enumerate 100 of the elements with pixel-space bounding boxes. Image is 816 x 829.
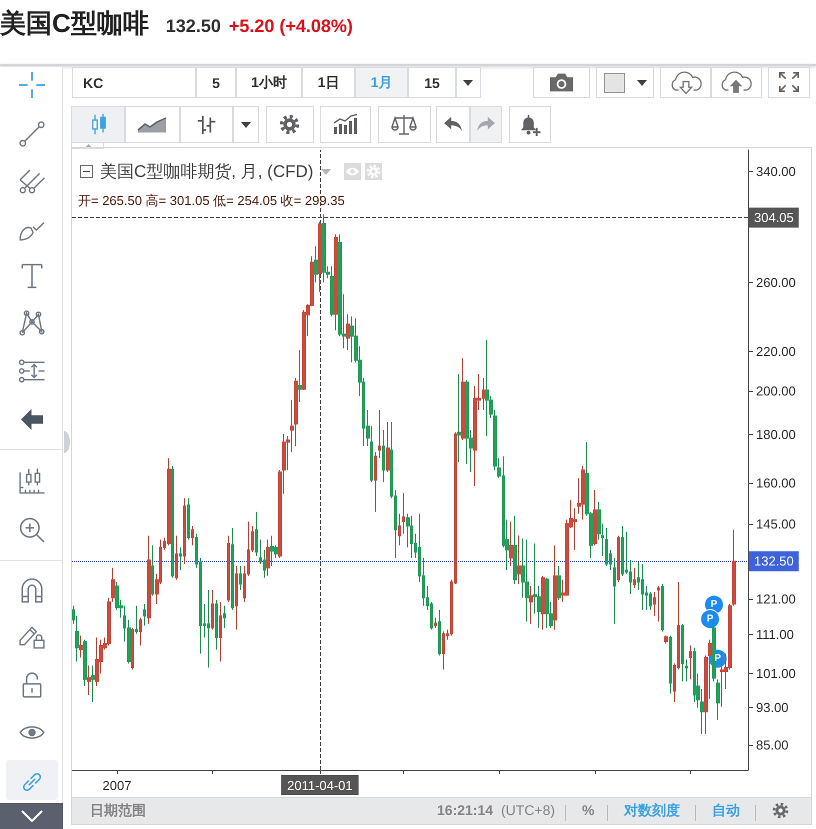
text: +5.20 (+4.08%) [228, 16, 353, 37]
symbol-field: KC [72, 67, 196, 98]
candlestick [557, 565, 561, 600]
candlestick [95, 636, 99, 687]
candlestick [131, 627, 134, 670]
candlestick [382, 430, 385, 483]
candlestick [266, 539, 270, 576]
text: 对数刻度 [624, 802, 680, 820]
candlestick [545, 577, 549, 628]
candlestick [593, 489, 597, 546]
candlestick [386, 422, 390, 472]
candlestick [681, 623, 684, 682]
text: (UTC+8) [501, 802, 556, 818]
candlestick [661, 584, 664, 632]
candlestick [91, 664, 95, 702]
text: 日期范围 [90, 802, 146, 820]
candlestick [653, 592, 656, 616]
candlestick [685, 658, 688, 682]
candlestick [322, 214, 326, 283]
candlestick [151, 544, 154, 596]
candlestick [374, 452, 377, 512]
interval-button: 1日 [302, 67, 355, 98]
candlestick [350, 316, 354, 363]
candlestick [191, 525, 194, 546]
candlestick [334, 234, 338, 331]
candlestick [605, 527, 608, 566]
text: 自动 [712, 802, 740, 820]
candlestick [187, 498, 190, 540]
candlestick [298, 350, 302, 402]
candlestick [541, 575, 545, 630]
candlestick [633, 567, 636, 589]
text: 美国C型咖啡期货, 月, (CFD) [100, 161, 314, 183]
candlestick [617, 535, 620, 583]
candlestick [79, 635, 83, 658]
candlestick [438, 609, 441, 656]
ref-line-label: 132.50 [754, 554, 794, 569]
interval-button: 1月 [355, 67, 408, 98]
y-tick-label: 145.00 [756, 516, 796, 532]
candlestick [179, 546, 182, 571]
candlestick [513, 515, 517, 585]
candlestick [143, 603, 146, 626]
candlestick [517, 535, 521, 585]
annotation: 开= 265.50 高= 301.05 低= 254.05 收= 299.35 [78, 192, 345, 210]
candlestick [183, 498, 186, 565]
candlestick [175, 535, 178, 580]
y-tick-label: 160.00 [756, 476, 796, 491]
candlestick [139, 617, 142, 646]
text: % [582, 802, 594, 818]
y-tick-label: 340.00 [756, 164, 796, 179]
interval-button: 1小时 [236, 67, 302, 98]
candlestick [457, 374, 461, 463]
y-tick-label: 260.00 [756, 274, 796, 290]
candlestick [621, 525, 624, 576]
candlestick [461, 358, 465, 441]
candlestick [211, 590, 214, 630]
candlestick [270, 535, 274, 566]
text: 132.50 [166, 16, 221, 37]
candlestick [147, 535, 151, 624]
candlestick [434, 617, 437, 628]
chart-title: 美国C型咖啡 [0, 7, 149, 40]
candlestick [215, 599, 218, 650]
candlestick [613, 557, 616, 624]
y-tick-label: 121.00 [756, 591, 796, 606]
candlestick [525, 539, 529, 622]
candlestick [171, 465, 174, 578]
candlestick [509, 521, 513, 566]
candlestick [207, 590, 210, 668]
candlestick [219, 601, 222, 662]
candlestick [231, 527, 234, 610]
ref-line-label: 304.05 [754, 210, 794, 226]
candlestick [87, 664, 91, 696]
candlestick [410, 515, 413, 558]
candlestick [641, 564, 644, 610]
candlestick [227, 535, 230, 602]
candlestick [664, 635, 668, 644]
y-tick-label: 93.00 [756, 700, 789, 716]
candlestick [581, 465, 585, 520]
x-tick-label: 2007 [102, 778, 132, 793]
candlestick [167, 458, 171, 546]
candlestick [135, 605, 138, 634]
candlestick [318, 221, 322, 292]
y-tick-label: 180.00 [756, 426, 796, 442]
candlestick [712, 614, 716, 682]
annotation: P [706, 614, 714, 625]
y-tick-label: 220.00 [756, 344, 796, 359]
candlestick [314, 246, 318, 283]
annotation: P [710, 599, 718, 610]
candlestick [255, 511, 258, 556]
x-tick-label: 2011-04-01 [287, 778, 353, 793]
candlestick [553, 544, 557, 630]
candlestick [235, 565, 238, 630]
y-tick-label: 111.00 [756, 626, 794, 642]
candlestick [716, 678, 720, 720]
candlestick [223, 605, 226, 628]
candlestick [689, 644, 692, 680]
candlestick [442, 631, 445, 670]
candlestick [485, 340, 489, 437]
candlestick [83, 639, 87, 687]
candlestick [398, 513, 401, 546]
candlestick [346, 314, 350, 351]
